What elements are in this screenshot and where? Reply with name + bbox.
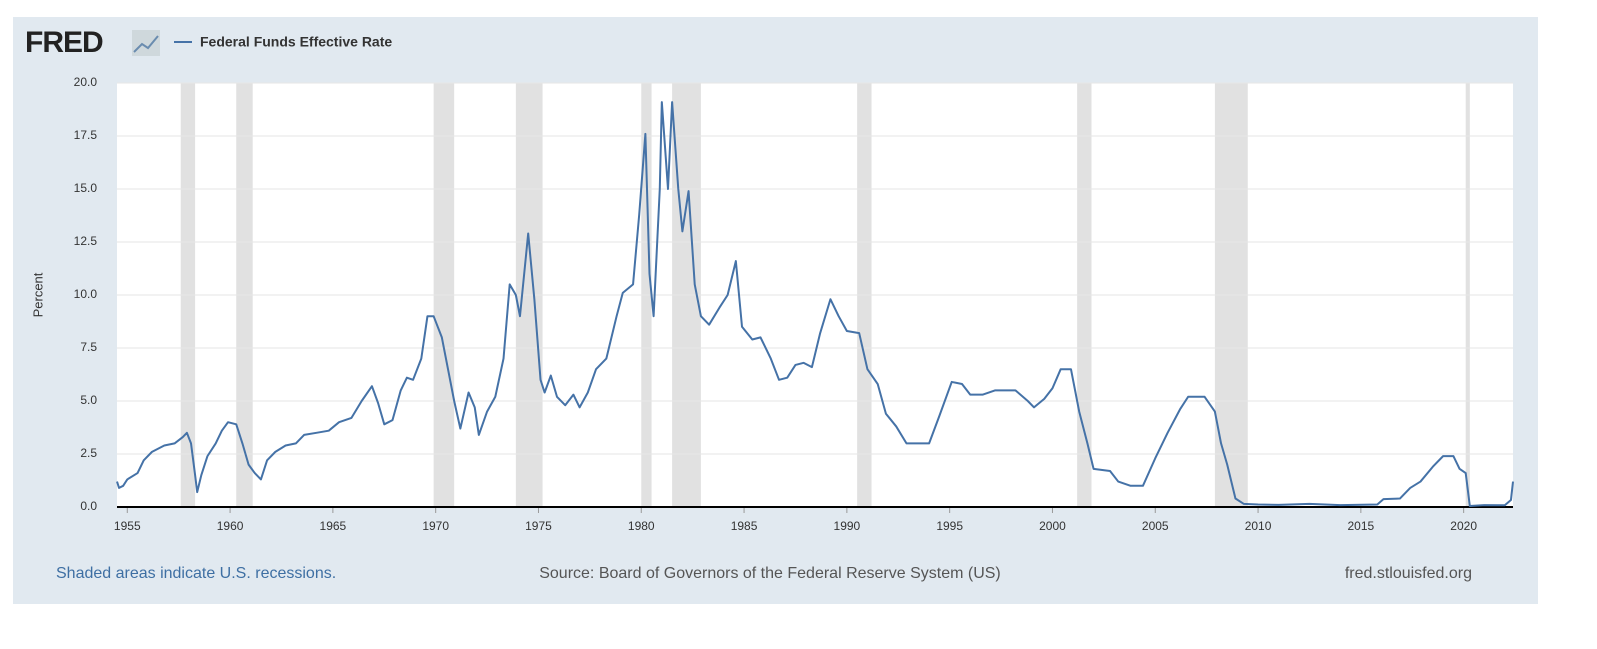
footnote[interactable]: Shaded areas indicate U.S. recessions. [56,565,336,582]
x-tick-label: 1990 [834,519,861,533]
y-tick-label: 10.0 [74,287,98,301]
x-tick-label: 1970 [422,519,449,533]
x-tick-label: 1975 [525,519,552,533]
x-tick-label: 2005 [1142,519,1169,533]
x-tick-label: 2020 [1450,519,1477,533]
x-tick-label: 2015 [1348,519,1375,533]
y-tick-label: 7.5 [80,340,97,354]
y-tick-label: 15.0 [74,181,98,195]
y-tick-label: 0.0 [80,499,97,513]
legend-label: Federal Funds Effective Rate [200,34,392,50]
x-tick-label: 1960 [217,519,244,533]
x-tick-label: 2000 [1039,519,1066,533]
y-tick-label: 5.0 [80,393,97,407]
y-tick-label: 2.5 [80,446,97,460]
logo[interactable]: FRED [25,26,104,59]
x-tick-label: 1965 [320,519,347,533]
y-tick-label: 17.5 [74,128,98,142]
y-tick-label: 20.0 [74,75,98,89]
y-axis-label: Percent [30,272,45,317]
series-line [116,101,1514,507]
x-tick-label: 2010 [1245,519,1272,533]
x-tick-label: 1955 [114,519,141,533]
x-tick-label: 1980 [628,519,655,533]
x-tick-label: 1985 [731,519,758,533]
logo-icon [132,30,160,56]
x-tick-label: 1995 [936,519,963,533]
y-tick-label: 12.5 [74,234,98,248]
site[interactable]: fred.stlouisfed.org [1345,565,1472,582]
source: Source: Board of Governors of the Federa… [539,565,1001,582]
